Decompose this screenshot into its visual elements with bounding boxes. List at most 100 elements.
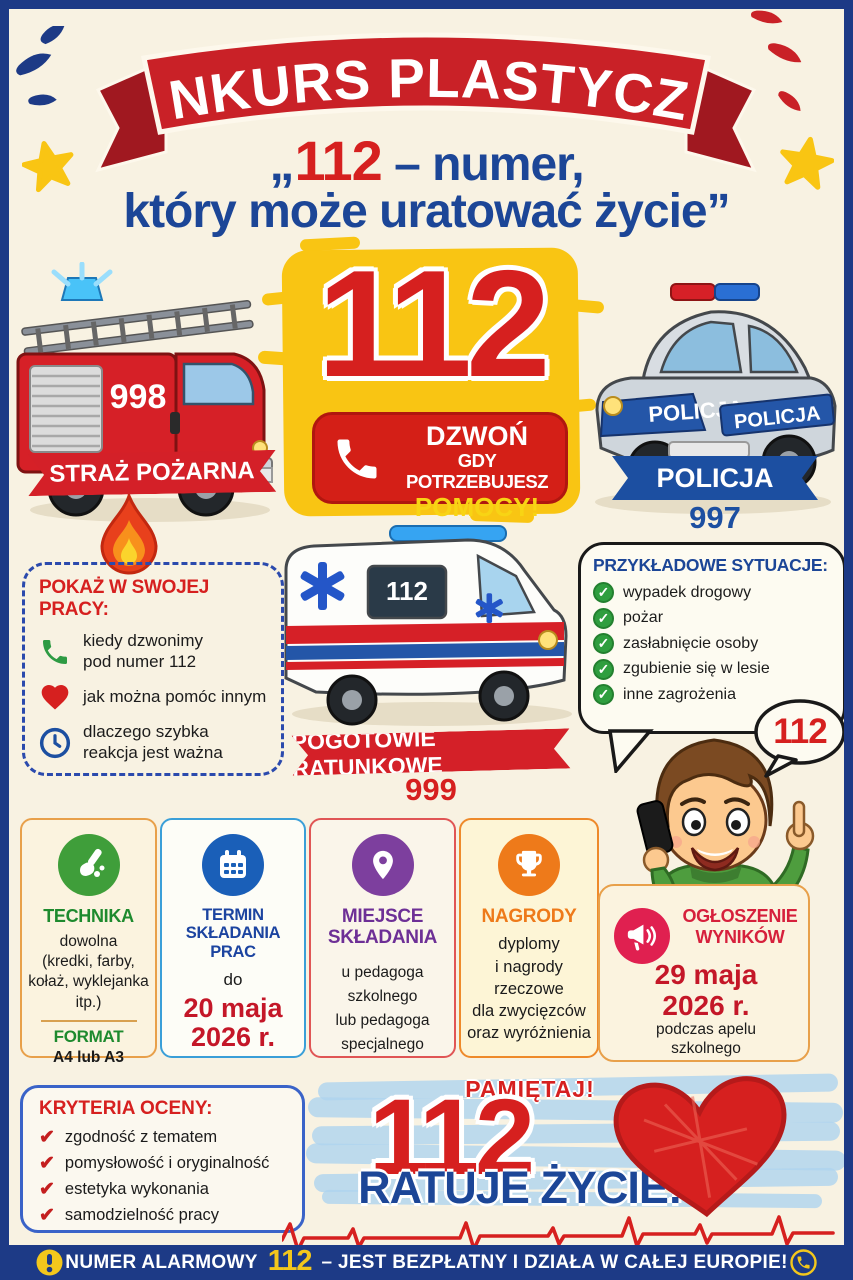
check-icon: ✔ (39, 1205, 55, 1226)
trophy-icon (498, 834, 560, 896)
calendar-icon (202, 834, 264, 896)
criteria-text: pomysłowość i oryginalność (64, 1154, 270, 1172)
check-icon: ✔ (39, 1127, 55, 1148)
fire-truck-illustration: 998 (16, 262, 273, 522)
situation-text: zasłabnięcie osoby (623, 634, 759, 652)
ambulance-label: POGOTOWIE RATUNKOWE (292, 728, 571, 775)
criteria-text: samodzielność pracy (64, 1206, 219, 1224)
phone-icon (43, 639, 67, 664)
title-rest: – numer, (381, 138, 584, 191)
show-work-item-text: dlaczego szybka reakcja jest ważna (83, 722, 223, 763)
footer-bar: NUMER ALARMOWY 112 – JEST BEZPŁATNY I DZ… (0, 1245, 853, 1280)
card-title: NAGRODY (481, 906, 577, 927)
star-left-icon (22, 141, 74, 193)
ambulance-illustration: 112 (284, 525, 572, 726)
criteria-title: KRYTERIA OCENY: (39, 1098, 213, 1119)
boy-speech-bubble: 112 (752, 698, 848, 778)
situations-title: PRZYKŁADOWE SYTUACJE: (593, 555, 828, 575)
blue-sparks-left-icon (16, 26, 65, 106)
bubble-112-number: 112 (773, 712, 827, 751)
clock-icon (39, 728, 71, 759)
call-banner: DZWOŃ GDY POTRZEBUJESZ POMOCY! (312, 412, 568, 521)
criteria-text: estetyka wykonania (64, 1180, 209, 1198)
card-technika: TECHNIKA dowolna (kredki, farby, kołaż, … (20, 818, 157, 1066)
phone-icon (337, 439, 377, 479)
card-subtext: A4 lub A3 (53, 1048, 124, 1066)
list-item: ✔ pomysłowość i oryginalność (39, 1152, 286, 1175)
police-label: POLICJA (612, 456, 818, 500)
main-title-line1: „112 – numer, (0, 133, 853, 189)
list-item: ✓ zgubienie się w lesie (593, 658, 831, 680)
paintbrush-icon (57, 834, 120, 896)
ambulance-number-label: 999 (405, 772, 457, 807)
show-work-title: POKAŻ W SWOJEJ PRACY: (39, 577, 209, 620)
check-icon: ✓ (593, 607, 614, 629)
fire-truck-number: 998 (110, 378, 167, 416)
situation-text: pożar (623, 609, 664, 626)
check-icon: ✔ (39, 1179, 55, 1200)
card-nagrody: NAGRODY dyplomy i nagrody rzeczowe dla z… (459, 818, 599, 1058)
card-title: TECHNIKA (43, 906, 134, 926)
criteria-box: KRYTERIA OCENY: ✔ zgodność z tematem ✔ pom… (20, 1085, 305, 1233)
list-item: ✓ pożar (593, 607, 831, 629)
heart-crayon-icon (613, 1076, 787, 1218)
show-work-item-text: jak można pomóc innym (83, 687, 267, 707)
card-pre: do (223, 970, 243, 990)
star-right-icon (780, 136, 834, 190)
check-icon: ✓ (593, 633, 614, 654)
ambulance-number: 112 (386, 576, 428, 606)
card-title: OGŁOSZENIE WYNIKÓW (682, 906, 798, 947)
call-line2: GDY POTRZEBUJESZ (405, 450, 549, 492)
footer-suffix: – JEST BEZPŁATNY I DZIAŁA W CAŁEJ EUROPI… (321, 1251, 788, 1273)
main-title-line2: który może uratować życie” (123, 185, 730, 238)
card-wyniki: OGŁOSZENIE WYNIKÓW 29 maja 2026 r. podcz… (598, 884, 810, 1062)
card-body: dyplomy i nagrody rzeczowe dla zwycięzcó… (467, 935, 591, 1043)
list-item: kiedy dzwonimy pod numer 112 (39, 631, 267, 672)
show-work-box: POKAŻ W SWOJEJ PRACY: kiedy dzwonimy pod… (22, 562, 284, 776)
list-item: dlaczego szybka reakcja jest ważna (39, 722, 267, 763)
card-body: u pedagoga szkolnego lub pedagoga specja… (335, 963, 430, 1053)
card-title: MIEJSCE SKŁADANIA (327, 906, 438, 949)
ekg-line (282, 1215, 835, 1252)
exclamation-icon (36, 1249, 63, 1276)
card-subtitle: FORMAT (53, 1026, 124, 1046)
title-number-112: 112 (294, 129, 382, 192)
reminder-heading: PAMIĘTAJ! (465, 1076, 595, 1102)
situation-text: inne zagrożenia (623, 685, 736, 703)
check-icon: ✓ (593, 658, 614, 680)
call-line1: DZWOŃ (426, 421, 528, 451)
police-number: 997 (689, 500, 741, 535)
list-item: ✔ zgodność z tematem (39, 1126, 286, 1149)
police-light-bar (670, 283, 760, 301)
heart-icon (41, 685, 69, 710)
card-body: podczas apelu szkolnego (656, 1021, 756, 1058)
criteria-text: zgodność z tematem (64, 1128, 218, 1146)
megaphone-icon (614, 908, 670, 964)
reminder-112: 112 (368, 1076, 535, 1197)
phone-icon (790, 1249, 817, 1276)
footer-112: 112 (267, 1245, 313, 1277)
list-item: jak można pomóc innym (39, 681, 267, 713)
speech-bubble-tail (607, 729, 654, 773)
situation-text: zgubienie się w lesie (623, 660, 770, 677)
card-miejsce: MIEJSCE SKŁADANIA u pedagoga szkolnego l… (309, 818, 456, 1058)
footer-prefix: NUMER ALARMOWY (65, 1251, 258, 1273)
list-item: ✔ samodzielność pracy (39, 1204, 286, 1227)
star-of-life-icon (475, 593, 503, 624)
list-item: ✓ zasłabnięcie osoby (593, 633, 831, 654)
show-work-item-text: kiedy dzwonimy pod numer 112 (83, 631, 203, 671)
call-line3: POMOCY! (414, 491, 540, 522)
card-termin: TERMIN SKŁADANIA PRAC do 20 maja 2026 r. (160, 818, 306, 1058)
reminder-tagline: RATUJE ŻYCIE! (358, 1162, 683, 1213)
star-of-life-icon (300, 562, 345, 610)
situation-text: wypadek drogowy (623, 583, 752, 601)
fire-brigade-label: STRAŻ POŻARNA (28, 450, 277, 496)
list-item: ✔ estetyka wykonania (39, 1178, 286, 1201)
location-pin-icon (351, 834, 414, 896)
list-item: ✓ wypadek drogowy (593, 582, 831, 603)
list-item: ✓ inne zagrożenia (593, 684, 831, 705)
big-112-number: 112 (317, 239, 550, 409)
card-title: TERMIN SKŁADANIA PRAC (185, 906, 281, 961)
open-quote: „ (269, 135, 295, 191)
